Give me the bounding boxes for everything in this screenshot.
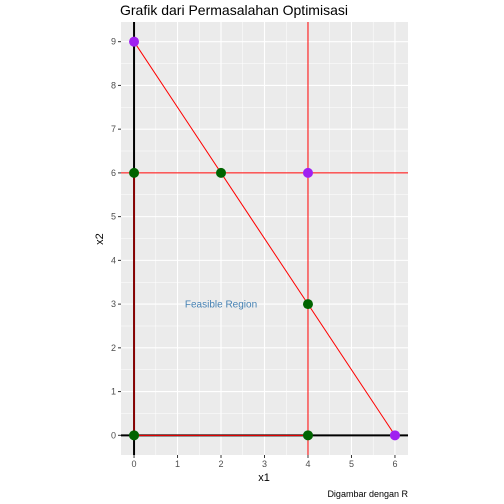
x-axis-title: x1 bbox=[258, 472, 270, 484]
feasible-point bbox=[129, 167, 140, 178]
y-tick-label: 7 bbox=[111, 124, 116, 134]
y-tick-label: 1 bbox=[111, 387, 116, 397]
feasible-point bbox=[129, 430, 140, 441]
infeasible-point bbox=[129, 36, 140, 47]
y-tick-label: 8 bbox=[111, 80, 116, 90]
y-tick-label: 9 bbox=[111, 37, 116, 47]
feasible-point bbox=[302, 299, 313, 310]
feasible-region-label: Feasible Region bbox=[185, 300, 257, 311]
x-axis-ticks: 0 1 2 3 4 5 6 bbox=[132, 455, 397, 469]
annotations: Feasible Region bbox=[185, 300, 257, 311]
y-tick-label: 3 bbox=[111, 299, 116, 309]
feasible-point bbox=[302, 430, 313, 441]
x-tick-label: 3 bbox=[262, 459, 267, 469]
x-tick-label: 1 bbox=[175, 459, 180, 469]
corner-points bbox=[129, 36, 400, 441]
constraint-lines bbox=[121, 22, 408, 455]
constraint-line bbox=[133, 41, 396, 436]
infeasible-point bbox=[389, 430, 400, 441]
feasible-point bbox=[216, 167, 227, 178]
y-tick-label: 0 bbox=[111, 430, 116, 440]
x-tick-label: 5 bbox=[349, 459, 354, 469]
x-tick-label: 0 bbox=[132, 459, 137, 469]
y-tick-label: 2 bbox=[111, 343, 116, 353]
x-tick-label: 2 bbox=[219, 459, 224, 469]
chart-caption: Digambar dengan R bbox=[327, 489, 408, 499]
infeasible-point bbox=[302, 167, 313, 178]
chart-title: Grafik dari Permasalahan Optimisasi bbox=[120, 2, 348, 18]
y-axis-title: x2 bbox=[94, 233, 106, 245]
y-tick-label: 5 bbox=[111, 212, 116, 222]
x-tick-label: 6 bbox=[392, 459, 397, 469]
y-tick-label: 4 bbox=[111, 255, 116, 265]
y-axis-ticks: 0 1 2 3 4 5 6 7 8 9 bbox=[111, 37, 121, 440]
x-tick-label: 4 bbox=[305, 459, 310, 469]
y-tick-label: 6 bbox=[111, 168, 116, 178]
